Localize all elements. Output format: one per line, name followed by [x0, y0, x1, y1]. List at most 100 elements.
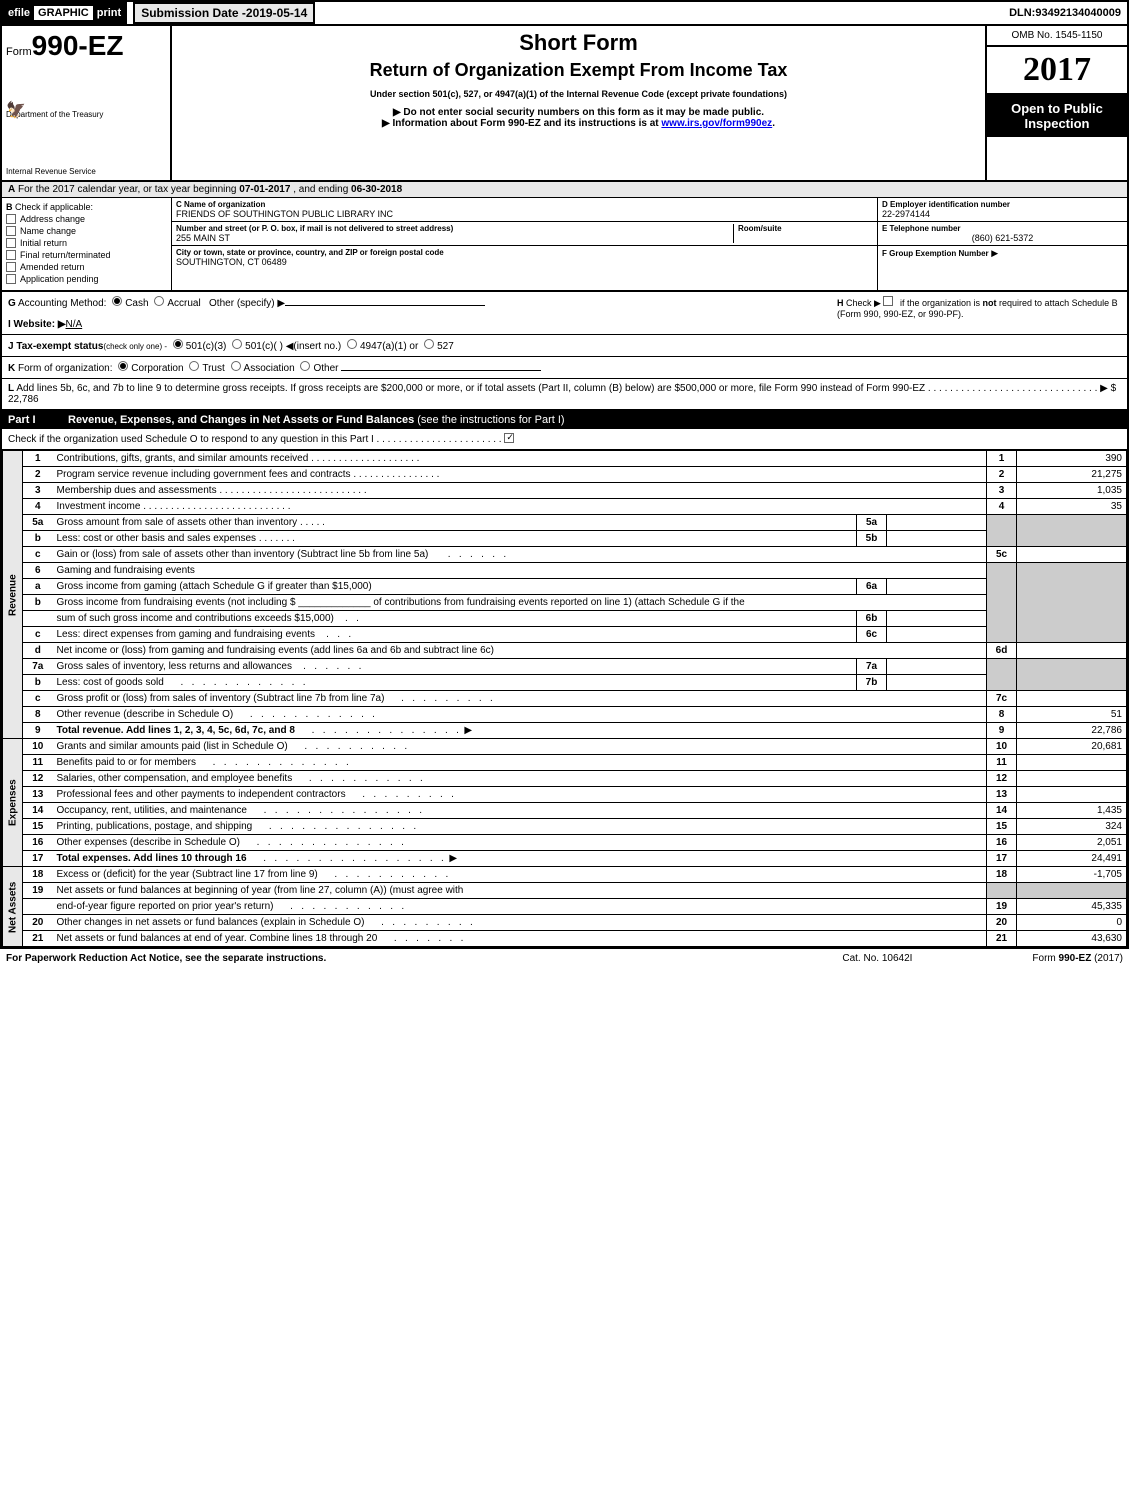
line-num: 9 — [23, 723, 53, 739]
line-desc: Benefits paid to or for members — [57, 757, 197, 768]
accrual-radio[interactable] — [154, 296, 164, 306]
box-num: 2 — [987, 467, 1017, 483]
corp-radio[interactable] — [118, 361, 128, 371]
initial-return-label: Initial return — [20, 238, 67, 248]
box-val — [1017, 643, 1127, 659]
line-desc: Other changes in net assets or fund bala… — [57, 917, 365, 928]
l-label: L — [8, 383, 14, 394]
line-desc: Total expenses. Add lines 10 through 16 — [57, 853, 247, 864]
part1-title-rest: (see the instructions for Part I) — [414, 414, 564, 426]
application-pending-label: Application pending — [20, 274, 99, 284]
phone-value: (860) 621-5372 — [882, 233, 1123, 243]
group-exemption-label: F Group Exemption Number — [882, 249, 989, 258]
line-num: 5a — [23, 515, 53, 531]
line-num: 10 — [23, 739, 53, 755]
line-desc: Net assets or fund balances at beginning… — [57, 885, 464, 896]
header-left: Form990-EZ 🦅 Department of the Treasury … — [2, 26, 172, 180]
assoc-radio[interactable] — [231, 361, 241, 371]
line-desc: Printing, publications, postage, and shi… — [57, 821, 253, 832]
h-checkbox[interactable] — [883, 296, 893, 306]
box-num: 9 — [987, 723, 1017, 739]
h-not: not — [983, 298, 997, 308]
box-num: 8 — [987, 707, 1017, 723]
section-j-row: J Tax-exempt status(check only one) - 50… — [2, 335, 1127, 357]
assoc-label: Association — [244, 363, 295, 374]
501c3-radio[interactable] — [173, 339, 183, 349]
grey-cell — [1017, 515, 1127, 547]
part1-title: Revenue, Expenses, and Changes in Net As… — [68, 414, 1121, 426]
sub-label: 7b — [857, 675, 887, 691]
header-center: Short Form Return of Organization Exempt… — [172, 26, 987, 180]
a-label: A — [8, 184, 15, 195]
efile-print-button[interactable]: efile GRAPHIC print — [2, 2, 127, 24]
box-val: 35 — [1017, 499, 1127, 515]
top-spacer — [315, 2, 1003, 24]
grey-cell — [987, 659, 1017, 691]
sub-val — [887, 515, 987, 531]
line-desc: Gross income from fundraising events (no… — [57, 597, 745, 608]
footer-center: Cat. No. 10642I — [842, 953, 912, 964]
expenses-side-label: Expenses — [3, 739, 23, 867]
info-suffix: . — [772, 118, 775, 129]
name-change-checkbox[interactable] — [6, 226, 16, 236]
box-num: 10 — [987, 739, 1017, 755]
line-desc: Gain or (loss) from sale of assets other… — [57, 549, 429, 560]
schedule-o-checkbox[interactable] — [504, 433, 514, 443]
submission-date-label: Submission Date - — [141, 6, 246, 20]
grey-cell — [1017, 883, 1127, 899]
line-num: 21 — [23, 931, 53, 947]
i-label: I Website: ▶ — [8, 319, 66, 330]
city-value: SOUTHINGTON, CT 06489 — [176, 257, 444, 267]
cash-radio[interactable] — [112, 296, 122, 306]
box-num: 12 — [987, 771, 1017, 787]
line-desc: Less: cost of goods sold — [57, 677, 164, 688]
sub-val — [887, 531, 987, 547]
line-desc: Gross income from gaming (attach Schedul… — [57, 581, 372, 592]
box-val: 0 — [1017, 915, 1127, 931]
final-return-checkbox[interactable] — [6, 250, 16, 260]
application-pending-checkbox[interactable] — [6, 274, 16, 284]
header-row: Form990-EZ 🦅 Department of the Treasury … — [2, 26, 1127, 182]
line-desc: Investment income — [57, 501, 141, 512]
4947-radio[interactable] — [347, 339, 357, 349]
box-num: 13 — [987, 787, 1017, 803]
line-num: 20 — [23, 915, 53, 931]
line-desc: Salaries, other compensation, and employ… — [57, 773, 293, 784]
sub-val — [887, 659, 987, 675]
line-desc: Grants and similar amounts paid (list in… — [57, 741, 288, 752]
footer-row: For Paperwork Reduction Act Notice, see … — [0, 949, 1129, 968]
527-radio[interactable] — [424, 339, 434, 349]
info-link[interactable]: www.irs.gov/form990ez — [661, 118, 772, 129]
trust-radio[interactable] — [189, 361, 199, 371]
line-num: 13 — [23, 787, 53, 803]
org-column: C Name of organization FRIENDS OF SOUTHI… — [172, 198, 877, 290]
box-val: 2,051 — [1017, 835, 1127, 851]
address-change-checkbox[interactable] — [6, 214, 16, 224]
box-val: 24,491 — [1017, 851, 1127, 867]
amended-return-checkbox[interactable] — [6, 262, 16, 272]
initial-return-checkbox[interactable] — [6, 238, 16, 248]
other-org-radio[interactable] — [300, 361, 310, 371]
sub-label: 7a — [857, 659, 887, 675]
line-desc: Professional fees and other payments to … — [57, 789, 346, 800]
box-num: 18 — [987, 867, 1017, 883]
return-title: Return of Organization Exempt From Incom… — [176, 60, 981, 81]
h-text1: if the organization is — [900, 298, 983, 308]
501c-radio[interactable] — [232, 339, 242, 349]
city-label: City or town, state or province, country… — [176, 248, 444, 257]
other-specify-label: Other (specify) ▶ — [209, 298, 285, 309]
box-num: 16 — [987, 835, 1017, 851]
grey-cell — [987, 563, 1017, 643]
tax-year-mid: , and ending — [293, 184, 351, 195]
h-label: H — [837, 298, 844, 308]
treasury-label: Department of the Treasury — [6, 110, 166, 119]
4947-label: 4947(a)(1) or — [360, 341, 418, 352]
line-num: a — [23, 579, 53, 595]
line-num: b — [23, 531, 53, 547]
line-desc: Excess or (deficit) for the year (Subtra… — [57, 869, 318, 880]
g-label: G — [8, 298, 16, 309]
line-num — [23, 899, 53, 915]
line-num: 1 — [23, 451, 53, 467]
line-num: 18 — [23, 867, 53, 883]
line-desc: Gaming and fundraising events — [57, 565, 195, 576]
